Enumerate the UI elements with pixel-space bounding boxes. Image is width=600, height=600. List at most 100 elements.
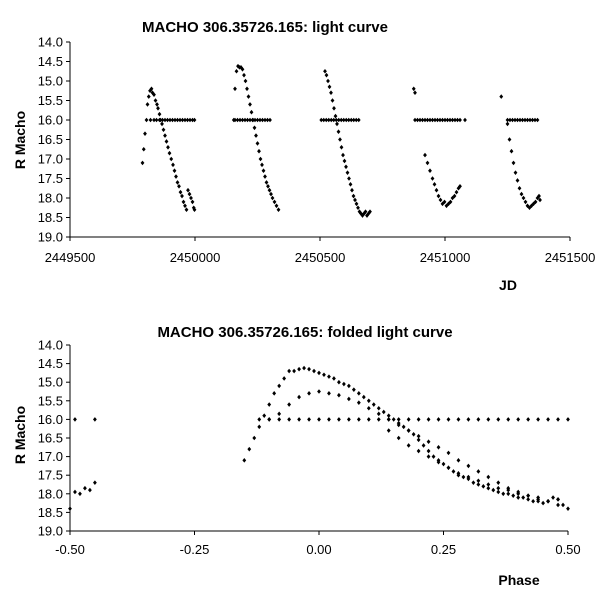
- data-point: [546, 417, 550, 422]
- data-point: [523, 199, 528, 205]
- data-point: [381, 409, 386, 415]
- data-point: [189, 195, 193, 201]
- chart-1-x-tick-labels: 2449500 2450000 2450500 2451000 2451500: [45, 250, 596, 265]
- data-point: [354, 201, 359, 207]
- data-point: [243, 78, 248, 84]
- data-point: [242, 72, 246, 78]
- y-tick-label: 15.5: [38, 93, 63, 108]
- data-point: [351, 117, 356, 123]
- data-point: [441, 461, 446, 467]
- y-tick-label: 18.0: [38, 486, 63, 501]
- data-point: [353, 197, 357, 203]
- data-point: [458, 117, 462, 123]
- data-point: [152, 92, 156, 97]
- data-point: [360, 213, 365, 218]
- data-point: [258, 156, 263, 162]
- data-point: [426, 448, 431, 454]
- data-point: [448, 199, 453, 205]
- data-point: [277, 417, 282, 422]
- data-point: [366, 405, 371, 411]
- data-point: [371, 402, 376, 407]
- data-point: [526, 493, 531, 498]
- data-point: [287, 417, 292, 422]
- data-point: [78, 491, 82, 497]
- data-point: [440, 117, 445, 123]
- data-point: [252, 125, 257, 131]
- data-point: [260, 117, 265, 123]
- data-point: [249, 109, 254, 115]
- data-point: [471, 480, 476, 485]
- data-point: [513, 170, 518, 175]
- chart-2-y-tick-labels: 14.0 14.5 15.0 15.5 16.0 16.5 17.0 17.5 18.0 18.5…: [38, 338, 63, 539]
- data-point: [73, 417, 77, 422]
- data-point: [327, 391, 331, 396]
- data-point: [356, 117, 361, 123]
- data-point: [155, 102, 159, 107]
- data-point: [145, 102, 150, 107]
- data-point: [264, 180, 269, 185]
- data-point: [183, 117, 187, 123]
- data-point: [349, 117, 354, 123]
- data-point: [426, 454, 431, 459]
- data-point: [351, 193, 356, 199]
- light-curve-chart: MACHO 306.35726.165: light curve JD R Ma…: [12, 19, 595, 293]
- data-point: [174, 174, 178, 179]
- data-point: [356, 417, 361, 422]
- data-point: [386, 413, 391, 418]
- data-point: [321, 117, 326, 123]
- data-point: [428, 168, 432, 173]
- data-point: [505, 121, 510, 127]
- data-point: [506, 417, 511, 422]
- data-point: [277, 411, 282, 417]
- y-tick-label: 15.0: [38, 375, 63, 390]
- data-point: [276, 207, 281, 212]
- data-point: [266, 184, 270, 189]
- data-point: [330, 98, 335, 103]
- data-point: [172, 168, 177, 173]
- data-point: [533, 117, 537, 123]
- data-point: [446, 201, 451, 207]
- data-point: [366, 211, 371, 216]
- y-tick-label: 18.5: [38, 505, 63, 520]
- chart-2-ylabel: R Macho: [12, 406, 28, 464]
- data-point: [269, 191, 273, 197]
- data-point: [243, 117, 247, 123]
- data-point: [411, 431, 416, 437]
- data-point: [163, 117, 167, 123]
- data-point: [451, 469, 456, 474]
- data-point: [525, 203, 530, 209]
- y-tick-label: 19.0: [38, 524, 63, 539]
- data-point: [141, 146, 146, 152]
- data-point: [68, 506, 72, 511]
- data-point: [160, 117, 165, 123]
- data-point: [178, 117, 182, 123]
- data-point: [535, 117, 540, 123]
- data-point: [418, 117, 422, 123]
- data-point: [456, 417, 461, 422]
- data-point: [233, 117, 237, 123]
- data-point: [344, 164, 348, 170]
- data-point: [366, 417, 371, 422]
- data-point: [454, 189, 459, 195]
- y-tick-label: 16.0: [38, 412, 63, 427]
- data-point: [351, 387, 356, 392]
- data-point: [466, 417, 471, 422]
- y-tick-label: 16.5: [38, 132, 63, 147]
- data-point: [476, 469, 481, 474]
- data-point: [413, 90, 417, 95]
- data-point: [359, 211, 363, 216]
- data-point: [413, 117, 417, 123]
- data-point: [561, 502, 565, 508]
- data-point: [258, 117, 262, 123]
- data-point: [496, 480, 501, 485]
- data-point: [366, 398, 371, 404]
- data-point: [302, 365, 306, 371]
- data-point: [440, 201, 445, 207]
- data-point: [423, 152, 427, 158]
- data-point: [282, 376, 287, 381]
- chart-1-data-points: [140, 63, 542, 218]
- data-point: [255, 141, 260, 146]
- data-point: [341, 152, 345, 158]
- data-point: [272, 199, 277, 205]
